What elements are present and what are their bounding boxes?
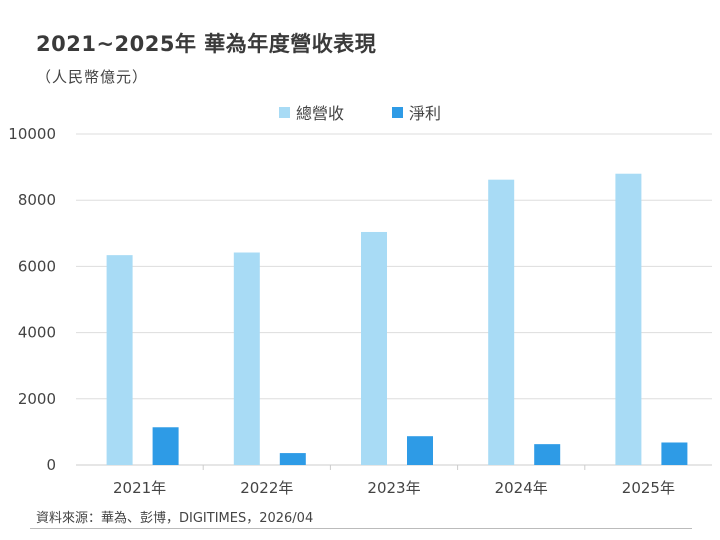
net-profit-bar — [534, 444, 561, 465]
y-tick-label: 10000 — [8, 125, 56, 143]
x-tick-label: 2024年 — [495, 479, 548, 497]
y-tick-label: 6000 — [18, 257, 56, 275]
revenue-bar — [615, 173, 642, 465]
source-divider — [30, 528, 692, 529]
x-tick-label: 2025年 — [622, 479, 675, 497]
y-tick-label: 0 — [46, 456, 56, 474]
legend: 總營收 淨利 — [0, 100, 720, 124]
chart-subtitle: （人民幣億元） — [36, 68, 149, 86]
legend-label-revenue: 總營收 — [295, 104, 344, 123]
y-tick-label: 8000 — [18, 191, 56, 209]
legend-swatch-revenue — [278, 106, 290, 118]
net-profit-bar — [407, 436, 433, 465]
source-note: 資料來源：華為、彭博，DIGITIMES，2026/04 — [36, 511, 314, 526]
revenue-bar — [361, 231, 387, 465]
revenue-bar — [233, 252, 260, 465]
net-profit-bar — [661, 442, 688, 465]
legend-swatch-net-profit — [392, 106, 403, 118]
legend-item-net-profit: 淨利 — [392, 100, 441, 124]
x-tick-label: 2022年 — [240, 479, 293, 497]
legend-label-net-profit: 淨利 — [409, 104, 442, 123]
revenue-bar — [488, 179, 515, 466]
legend-item-revenue: 總營收 — [278, 100, 344, 124]
x-tick-label: 2021年 — [113, 479, 166, 497]
revenue-bar — [106, 255, 133, 465]
x-tick-label: 2023年 — [367, 479, 420, 497]
net-profit-bar — [279, 453, 306, 465]
y-tick-label: 4000 — [18, 324, 56, 342]
y-tick-label: 2000 — [18, 390, 56, 408]
chart-title: 2021~2025年 華為年度營收表現 — [36, 32, 377, 56]
net-profit-bar — [152, 427, 179, 465]
